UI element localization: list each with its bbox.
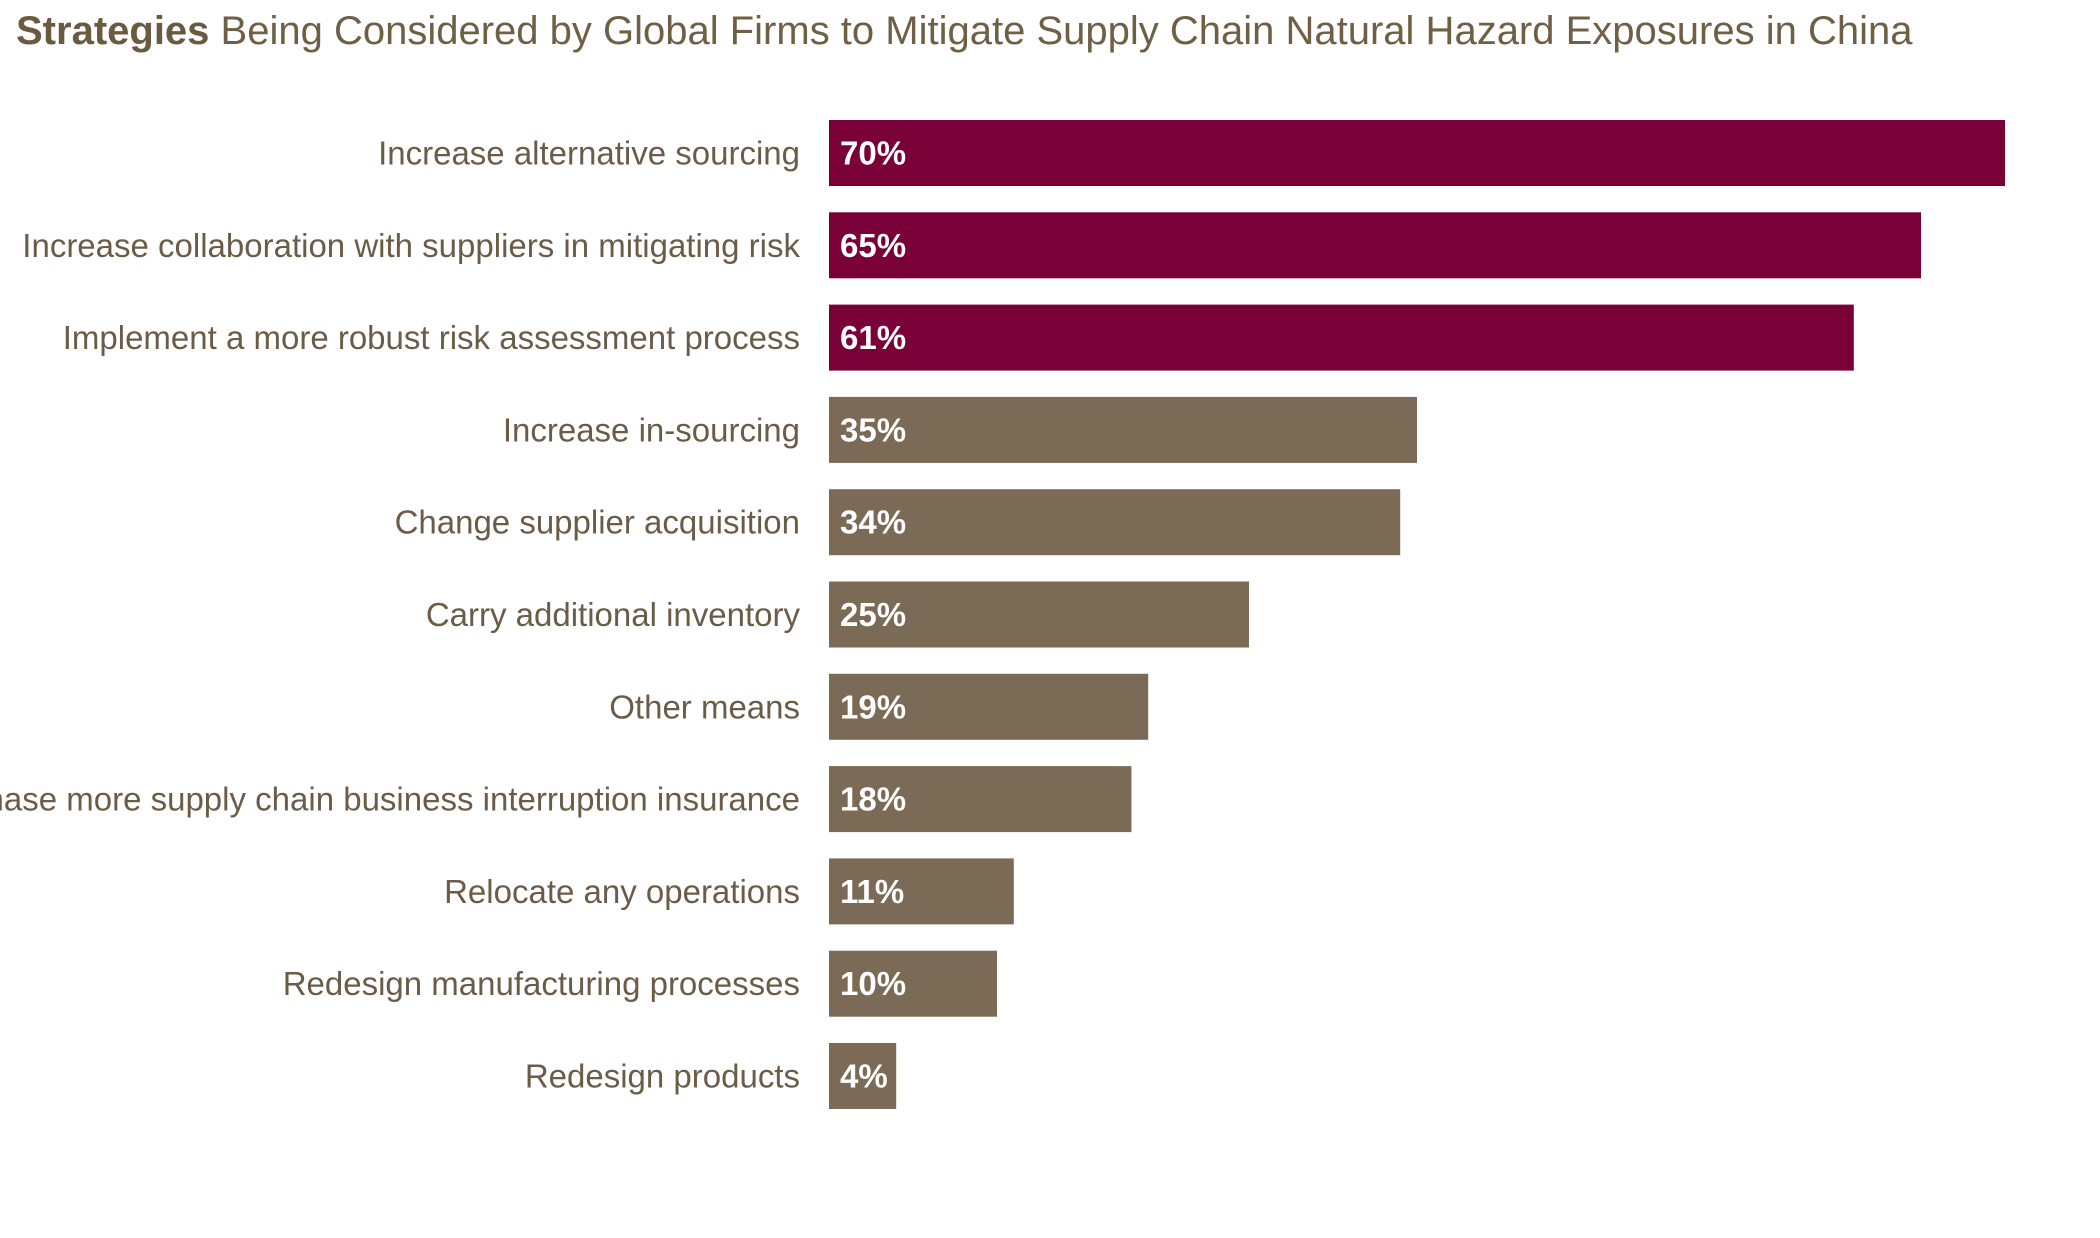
value-label-4: 34% — [840, 504, 906, 541]
bar-7 — [829, 766, 1132, 833]
value-label-9: 10% — [840, 965, 906, 1002]
category-label-1: Increase collaboration with suppliers in… — [22, 227, 800, 264]
category-label-9: Redesign manufacturing processes — [283, 965, 800, 1002]
chart-title-rest: Being Considered by Global Firms to Miti… — [209, 9, 1913, 53]
bar-2 — [829, 304, 1854, 371]
value-label-0: 70% — [840, 135, 906, 172]
value-label-2: 61% — [840, 319, 906, 356]
bar-3 — [829, 396, 1417, 463]
value-label-10: 4% — [840, 1058, 888, 1095]
category-label-2: Implement a more robust risk assessment … — [63, 319, 800, 356]
bar-6 — [829, 673, 1149, 740]
bar-0 — [829, 120, 2005, 186]
value-label-7: 18% — [840, 781, 906, 818]
chart-title: Strategies Being Considered by Global Fi… — [16, 6, 1912, 56]
category-label-0: Increase alternative sourcing — [378, 135, 800, 172]
category-label-8: Relocate any operations — [444, 873, 800, 910]
value-label-8: 11% — [840, 873, 904, 910]
chart-title-strong: Strategies — [16, 9, 210, 53]
value-label-5: 25% — [840, 596, 906, 633]
bar-5 — [829, 581, 1249, 648]
category-label-4: Change supplier acquisition — [395, 504, 800, 541]
category-label-3: Increase in-sourcing — [503, 411, 800, 448]
category-label-6: Other means — [609, 688, 800, 725]
bars-group: Increase alternative sourcing 70% Increase… — [0, 120, 2005, 1109]
value-label-3: 35% — [840, 411, 906, 448]
bar-9 — [829, 950, 997, 1017]
value-label-1: 65% — [840, 227, 906, 264]
bar-8 — [829, 858, 1014, 925]
bar-1 — [829, 212, 1921, 279]
bar-10 — [829, 1043, 897, 1109]
category-label-10: Redesign products — [525, 1058, 800, 1095]
bar-4 — [829, 489, 1401, 556]
category-label-7: Purchase more supply chain business inte… — [0, 781, 800, 818]
value-label-6: 19% — [840, 688, 906, 725]
category-label-5: Carry additional inventory — [426, 596, 801, 633]
